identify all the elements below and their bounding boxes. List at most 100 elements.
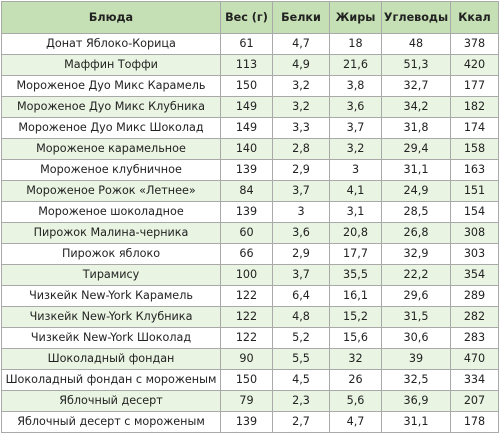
protein-cell: 3,7: [272, 264, 330, 286]
kcal-cell: 334: [450, 369, 499, 391]
carbs-cell: 48: [381, 33, 451, 55]
table-row: Мороженое Дуо Микс Клубника 149 3,2 3,6 34,2…: [1, 96, 499, 118]
nutrition-table: Блюда Вес (г) Белки Жиры Углеводы Ккал Д…: [1, 1, 499, 433]
weight-cell: 149: [220, 96, 273, 118]
nutrition-table-container: Блюда Вес (г) Белки Жиры Углеводы Ккал Д…: [1, 1, 499, 433]
fat-cell: 15,6: [329, 327, 382, 349]
protein-cell: 4,8: [272, 306, 330, 328]
table-body: Донат Яблоко-Корица 61 4,7 18 48 378 Маффин То…: [1, 33, 499, 433]
dish-cell: Маффин Тоффи: [1, 54, 221, 76]
weight-cell: 113: [220, 54, 273, 76]
table-row: Маффин Тоффи 113 4,9 21,6 51,3 420: [1, 54, 499, 76]
carbs-cell: 31,5: [381, 306, 451, 328]
table-row: Шоколадный фондан с мороженым 150 4,5 26 32,…: [1, 369, 499, 391]
table-row: Мороженое клубничное 139 2,9 3 31,1 163: [1, 159, 499, 181]
carbs-cell: 29,6: [381, 285, 451, 307]
weight-cell: 140: [220, 138, 273, 160]
fat-cell: 15,2: [329, 306, 382, 328]
weight-cell: 150: [220, 75, 273, 97]
kcal-cell: 182: [450, 96, 499, 118]
protein-cell: 3,2: [272, 96, 330, 118]
protein-cell: 2,9: [272, 159, 330, 181]
fat-cell: 21,6: [329, 54, 382, 76]
kcal-cell: 470: [450, 348, 499, 370]
table-row: Мороженое Дуо Микс Шоколад 149 3,3 3,7 31,8 1…: [1, 117, 499, 139]
weight-cell: 150: [220, 369, 273, 391]
fat-cell: 26: [329, 369, 382, 391]
carbs-cell: 22,2: [381, 264, 451, 286]
carbs-cell: 28,5: [381, 201, 451, 223]
table-row: Чизкейк New-York Клубника 122 4,8 15,2 31,5 2…: [1, 306, 499, 328]
kcal-cell: 283: [450, 327, 499, 349]
kcal-cell: 282: [450, 306, 499, 328]
fat-cell: 20,8: [329, 222, 382, 244]
kcal-cell: 158: [450, 138, 499, 160]
carbs-cell: 26,8: [381, 222, 451, 244]
protein-cell: 2,8: [272, 138, 330, 160]
fat-cell: 3,8: [329, 75, 382, 97]
dish-cell: Мороженое шоколадное: [1, 201, 221, 223]
column-header-protein: Белки: [272, 1, 330, 34]
table-row: Донат Яблоко-Корица 61 4,7 18 48 378: [1, 33, 499, 55]
protein-cell: 5,2: [272, 327, 330, 349]
dish-cell: Пирожок яблоко: [1, 243, 221, 265]
dish-cell: Мороженое Дуо Микс Карамель: [1, 75, 221, 97]
kcal-cell: 178: [450, 411, 499, 433]
fat-cell: 17,7: [329, 243, 382, 265]
dish-cell: Чизкейк New-York Карамель: [1, 285, 221, 307]
table-row: Чизкейк New-York Карамель 122 6,4 16,1 29,6 2…: [1, 285, 499, 307]
kcal-cell: 308: [450, 222, 499, 244]
protein-cell: 4,7: [272, 33, 330, 55]
dish-cell: Шоколадный фондан с мороженым: [1, 369, 221, 391]
kcal-cell: 289: [450, 285, 499, 307]
fat-cell: 16,1: [329, 285, 382, 307]
fat-cell: 4,1: [329, 180, 382, 202]
dish-cell: Донат Яблоко-Корица: [1, 33, 221, 55]
table-row: Пирожок Малина-черника 60 3,6 20,8 26,8 308: [1, 222, 499, 244]
kcal-cell: 354: [450, 264, 499, 286]
table-row: Яблочный десерт с мороженым 139 2,7 4,7 31,1…: [1, 411, 499, 433]
weight-cell: 139: [220, 159, 273, 181]
table-row: Яблочный десерт 79 2,3 5,6 36,9 207: [1, 390, 499, 412]
protein-cell: 3,2: [272, 75, 330, 97]
weight-cell: 61: [220, 33, 273, 55]
table-row: Мороженое карамельное 140 2,8 3,2 29,4 158: [1, 138, 499, 160]
protein-cell: 2,3: [272, 390, 330, 412]
carbs-cell: 31,1: [381, 159, 451, 181]
kcal-cell: 174: [450, 117, 499, 139]
carbs-cell: 32,5: [381, 369, 451, 391]
weight-cell: 100: [220, 264, 273, 286]
carbs-cell: 51,3: [381, 54, 451, 76]
dish-cell: Тирамису: [1, 264, 221, 286]
protein-cell: 6,4: [272, 285, 330, 307]
dish-cell: Пирожок Малина-черника: [1, 222, 221, 244]
kcal-cell: 378: [450, 33, 499, 55]
dish-cell: Мороженое карамельное: [1, 138, 221, 160]
fat-cell: 18: [329, 33, 382, 55]
fat-cell: 3,2: [329, 138, 382, 160]
carbs-cell: 24,9: [381, 180, 451, 202]
column-header-kcal: Ккал: [450, 1, 499, 34]
protein-cell: 3,3: [272, 117, 330, 139]
fat-cell: 3,7: [329, 117, 382, 139]
kcal-cell: 420: [450, 54, 499, 76]
dish-cell: Чизкейк New-York Клубника: [1, 306, 221, 328]
carbs-cell: 36,9: [381, 390, 451, 412]
dish-cell: Яблочный десерт с мороженым: [1, 411, 221, 433]
protein-cell: 3: [272, 201, 330, 223]
table-row: Мороженое Дуо Микс Карамель 150 3,2 3,8 32,7…: [1, 75, 499, 97]
fat-cell: 4,7: [329, 411, 382, 433]
protein-cell: 2,7: [272, 411, 330, 433]
kcal-cell: 163: [450, 159, 499, 181]
fat-cell: 3: [329, 159, 382, 181]
table-header-row: Блюда Вес (г) Белки Жиры Углеводы Ккал: [1, 1, 499, 34]
protein-cell: 4,5: [272, 369, 330, 391]
weight-cell: 66: [220, 243, 273, 265]
dish-cell: Яблочный десерт: [1, 390, 221, 412]
weight-cell: 84: [220, 180, 273, 202]
carbs-cell: 29,4: [381, 138, 451, 160]
kcal-cell: 303: [450, 243, 499, 265]
carbs-cell: 30,6: [381, 327, 451, 349]
column-header-fat: Жиры: [329, 1, 382, 34]
weight-cell: 79: [220, 390, 273, 412]
